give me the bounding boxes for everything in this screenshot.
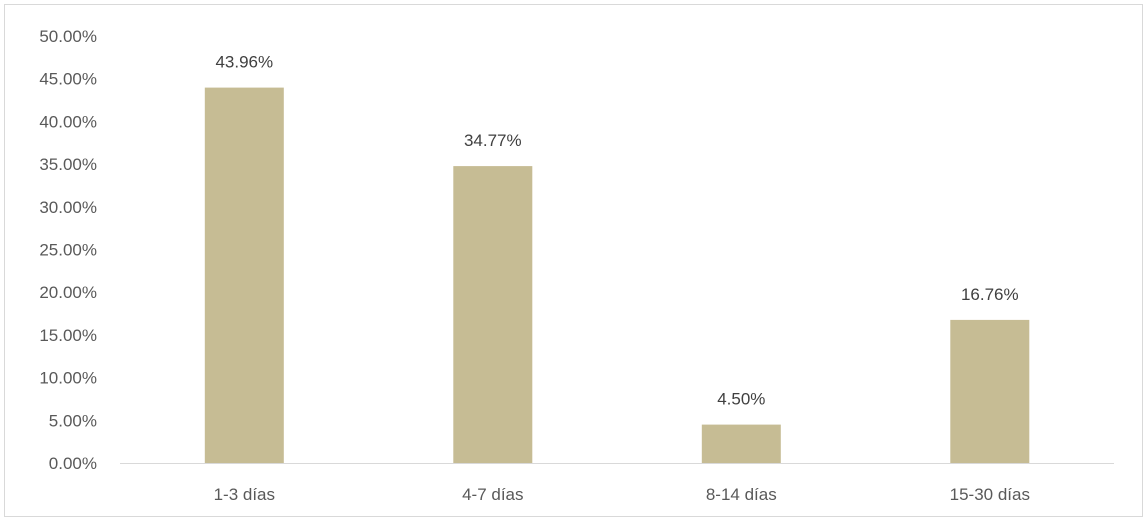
category-label-1: 1-3 días: [214, 485, 275, 504]
y-tick-label: 20.00%: [39, 283, 97, 302]
bar-4: [950, 319, 1030, 463]
data-label-3: 4.50%: [717, 390, 765, 409]
category-labels: 1-3 días 4-7 días 8-14 días 15-30 días: [214, 485, 1030, 504]
data-label-4: 16.76%: [961, 285, 1019, 304]
bar-2: [453, 166, 533, 463]
y-tick-label: 25.00%: [39, 241, 97, 260]
y-tick-label: 5.00%: [49, 411, 97, 430]
y-axis-ticks: 0.00% 5.00% 10.00% 15.00% 20.00% 25.00% 30.00%…: [39, 27, 97, 473]
y-tick-label: 50.00%: [39, 27, 97, 46]
y-tick-label: 30.00%: [39, 198, 97, 217]
y-tick-label: 45.00%: [39, 70, 97, 89]
y-tick-label: 35.00%: [39, 155, 97, 174]
y-tick-label: 10.00%: [39, 369, 97, 388]
y-tick-label: 40.00%: [39, 112, 97, 131]
data-labels: 43.96% 34.77% 4.50% 16.76%: [215, 53, 1018, 409]
category-label-3: 8-14 días: [706, 485, 777, 504]
bars: [204, 87, 1030, 463]
data-label-1: 43.96%: [215, 53, 273, 72]
bar-3: [701, 424, 781, 463]
data-label-2: 34.77%: [464, 131, 522, 150]
y-tick-label: 15.00%: [39, 326, 97, 345]
y-tick-label: 0.00%: [49, 454, 97, 473]
bar-1: [204, 87, 284, 463]
category-label-2: 4-7 días: [462, 485, 523, 504]
category-label-4: 15-30 días: [950, 485, 1030, 504]
